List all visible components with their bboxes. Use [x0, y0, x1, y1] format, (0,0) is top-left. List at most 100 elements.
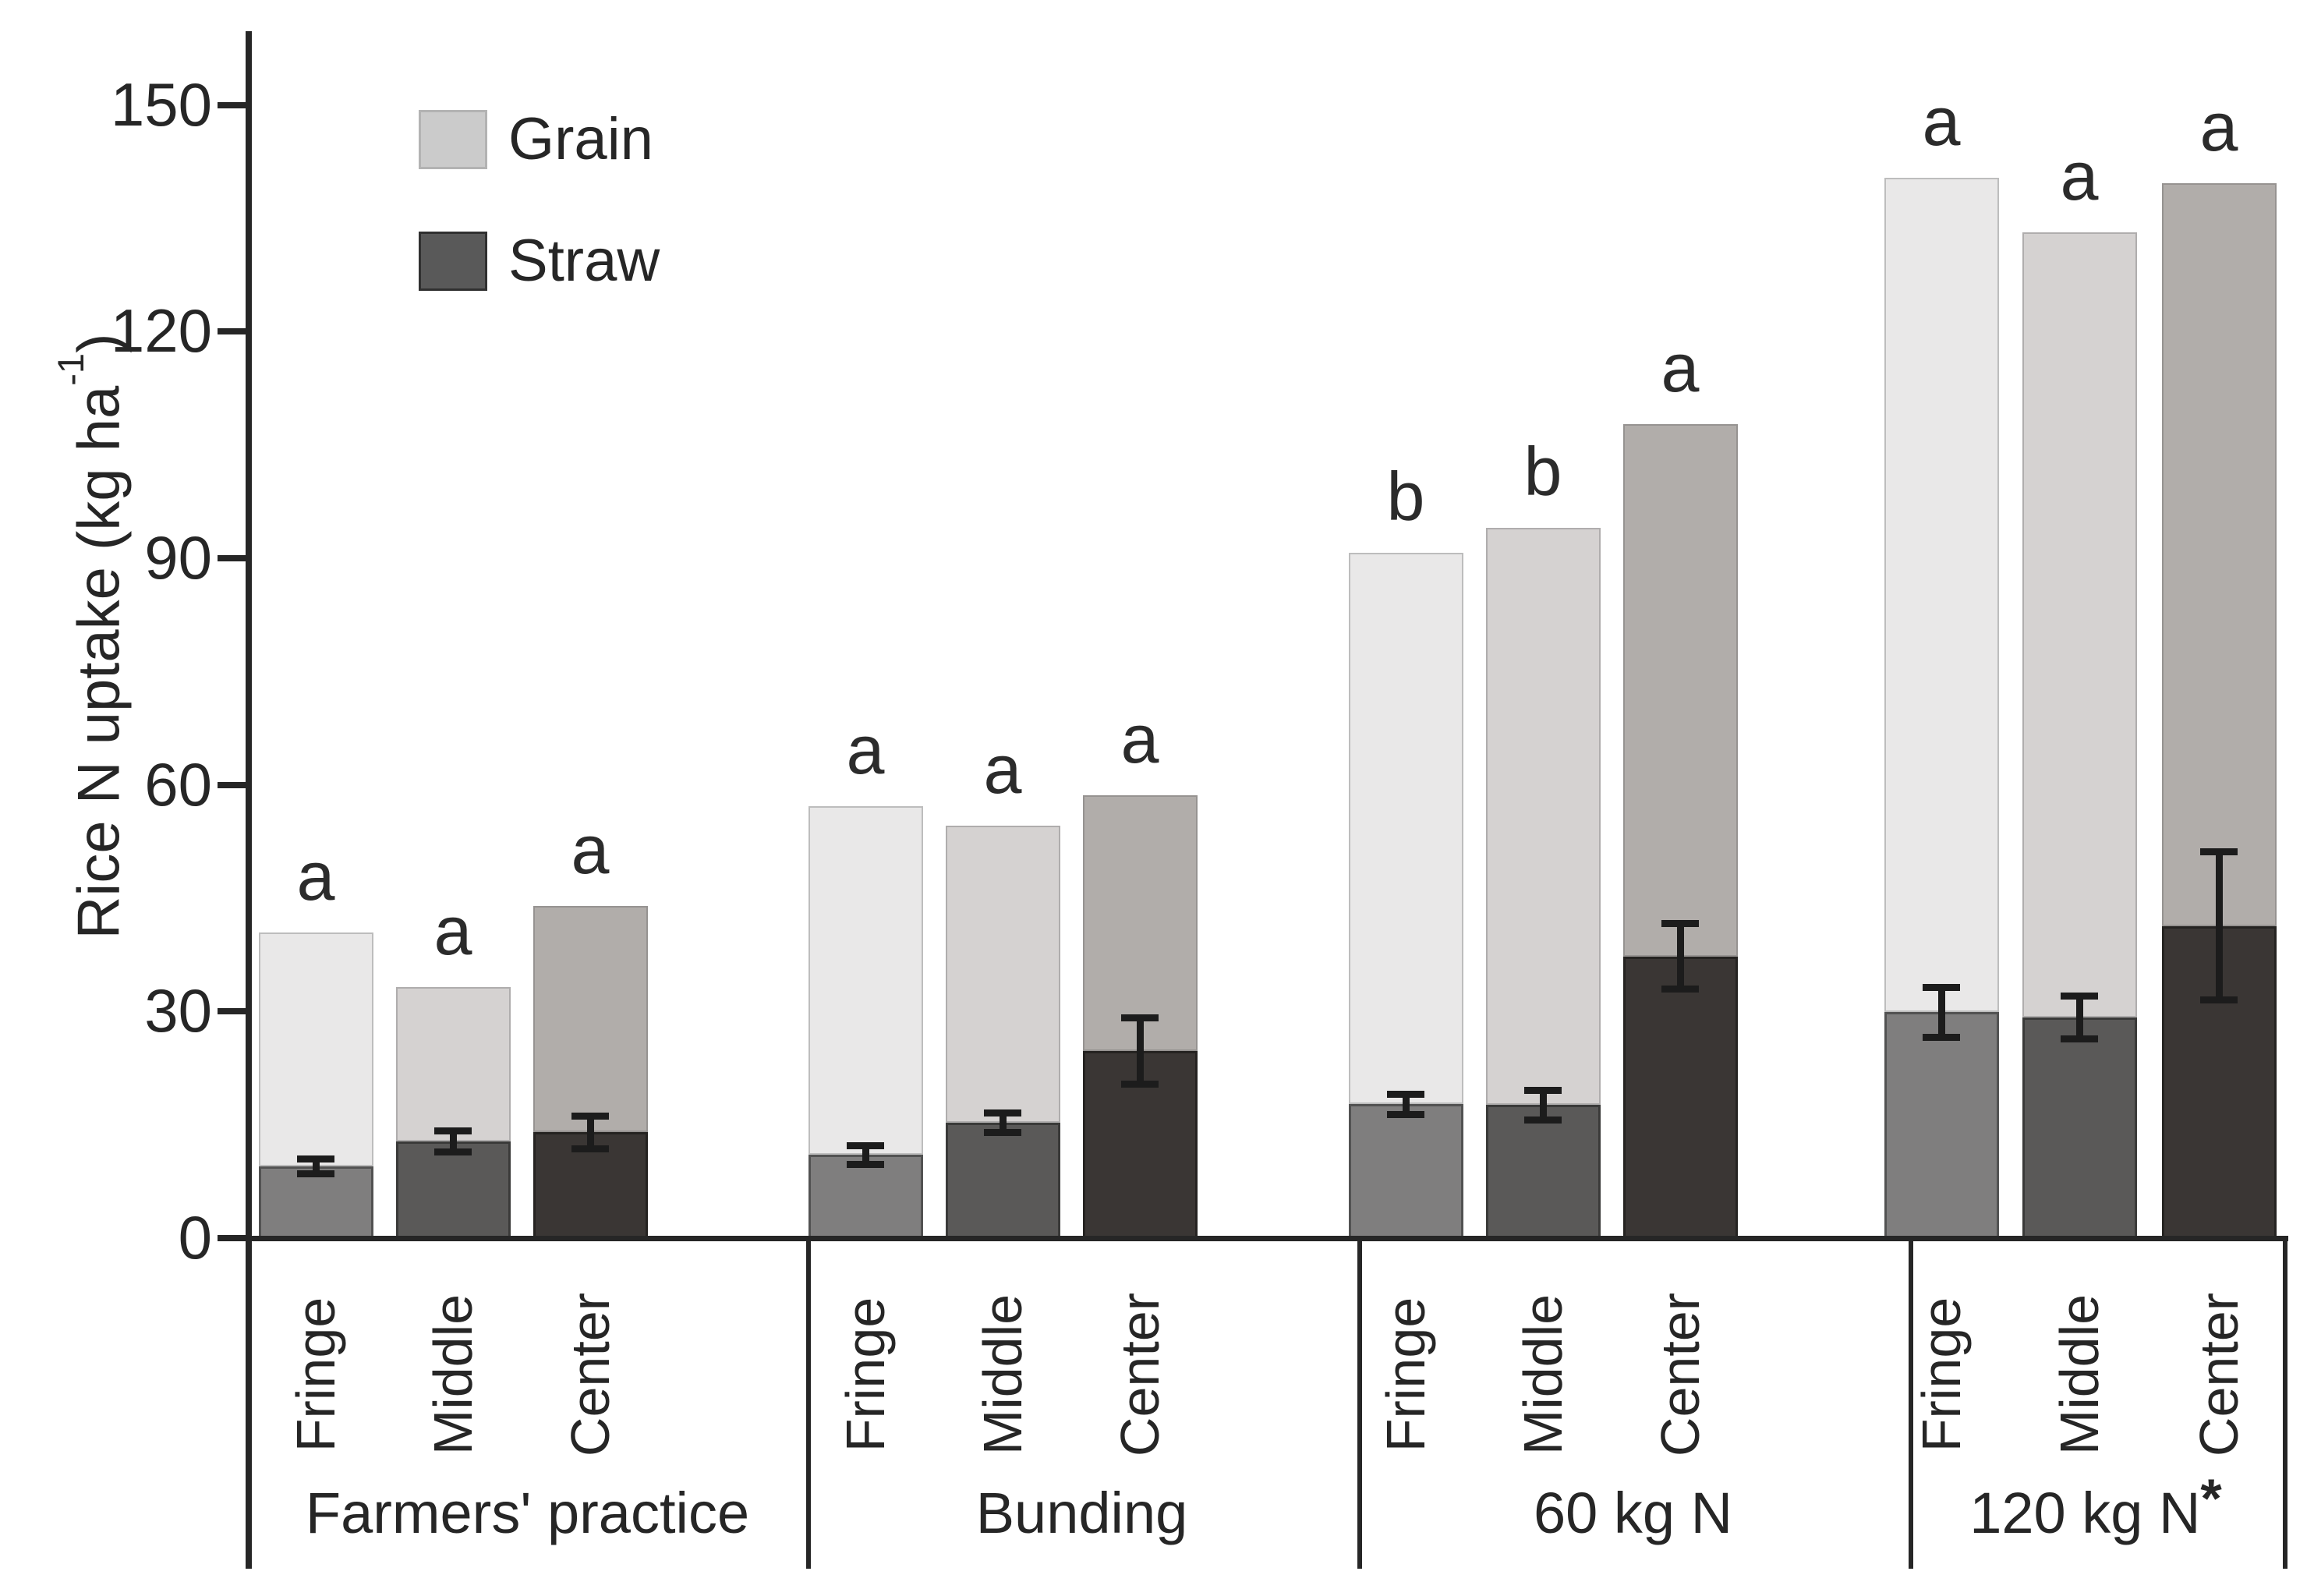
error-bar-cap-bottom [1387, 1110, 1424, 1118]
error-bar-cap-top [1387, 1091, 1424, 1099]
error-bar-cap-bottom [1661, 985, 1699, 993]
y-tick-label: 60 [144, 749, 212, 819]
error-bar-line [999, 1113, 1007, 1133]
bar-straw-segment [1348, 1104, 1463, 1241]
error-bar-line [312, 1159, 320, 1174]
group-label: 60 kg N [1283, 1478, 1984, 1548]
y-tick-label: 30 [144, 976, 212, 1046]
y-axis-tick [218, 554, 249, 561]
y-axis-tick [218, 1235, 249, 1241]
bar-grain-segment [1485, 528, 1601, 1106]
bar-grain-segment [2161, 183, 2277, 926]
significance-letter: a [296, 837, 335, 915]
error-bar-line [1937, 987, 1945, 1038]
y-tick-label: 150 [110, 69, 212, 139]
bar-straw-segment [395, 1141, 511, 1241]
group-label: Farmers' practice [177, 1478, 879, 1548]
bar-straw-segment [258, 1166, 373, 1241]
error-bar-cap-top [1923, 983, 1960, 991]
legend-label-grain: Grain [508, 106, 653, 172]
significance-letter: b [1523, 433, 1562, 511]
y-axis-tick [218, 1008, 249, 1015]
error-bar-cap-top [571, 1112, 609, 1120]
error-bar-cap-top [984, 1109, 1021, 1116]
bar-straw-segment [1622, 956, 1738, 1241]
bar-position-label: Fringe [1375, 1297, 1436, 1453]
bar-position-label: Fringe [285, 1297, 346, 1453]
significance-letter: b [1386, 458, 1425, 536]
significance-letter: a [1120, 700, 1159, 778]
error-bar-line [2215, 851, 2223, 1000]
error-bar-cap-top [847, 1142, 884, 1150]
bar-position-label: Center [2188, 1292, 2249, 1457]
error-bar-line [2075, 996, 2083, 1039]
bar-position-label: Fringe [835, 1297, 896, 1453]
legend-label-straw: Straw [508, 228, 660, 294]
error-bar-cap-top [2061, 993, 2098, 1000]
error-bar-cap-top [297, 1155, 334, 1162]
y-axis-tick [218, 328, 249, 335]
significance-letter: a [2199, 88, 2238, 166]
error-bar-cap-bottom [1121, 1080, 1159, 1088]
bar-straw-segment [1485, 1105, 1601, 1241]
bar-position-label: Middle [2049, 1293, 2110, 1456]
y-tick-label: 0 [178, 1203, 212, 1272]
error-bar-line [449, 1131, 457, 1152]
straw-swatch-icon [419, 232, 487, 291]
error-bar-line [1539, 1090, 1547, 1120]
bar-position-label: Center [560, 1292, 621, 1457]
significance-letter: a [846, 710, 885, 788]
bar-grain-segment [1348, 553, 1463, 1105]
significance-letter: a [571, 810, 610, 888]
bar-grain-segment [1082, 795, 1198, 1051]
bar-grain-segment [808, 805, 923, 1155]
bar-grain-segment [258, 932, 373, 1166]
grain-swatch-icon [419, 110, 487, 169]
error-bar-cap-bottom [1524, 1116, 1562, 1124]
error-bar-cap-bottom [847, 1160, 884, 1168]
bar-position-label: Center [1650, 1292, 1711, 1457]
bar-straw-segment [945, 1122, 1060, 1241]
error-bar-cap-top [1524, 1086, 1562, 1094]
bar-position-label: Middle [972, 1293, 1033, 1456]
error-bar-line [1136, 1017, 1144, 1085]
group-label-text: 120 kg N [1969, 1481, 2201, 1545]
y-tick-label: 90 [144, 522, 212, 592]
significance-letter: a [433, 892, 472, 970]
bar-grain-segment [395, 987, 511, 1141]
bar-straw-segment [808, 1155, 923, 1241]
group-divider-line [806, 1238, 811, 1569]
error-bar-cap-bottom [2200, 996, 2238, 1004]
significance-asterisk: * [2200, 1467, 2222, 1530]
significance-letter: a [2060, 137, 2099, 215]
bar-position-label: Middle [1513, 1293, 1573, 1456]
error-bar-cap-bottom [297, 1170, 334, 1178]
bar-straw-segment [1884, 1012, 1999, 1241]
error-bar-cap-bottom [434, 1148, 472, 1156]
group-label: Bunding [731, 1478, 1433, 1548]
error-bar-cap-bottom [984, 1128, 1021, 1136]
group-label: 120 kg N* [1745, 1467, 2314, 1549]
x-axis-line [246, 1235, 2288, 1241]
group-label-text: Farmers' practice [305, 1481, 750, 1545]
bar-grain-segment [2022, 232, 2137, 1018]
group-label-text: 60 kg N [1533, 1481, 1733, 1545]
error-bar-cap-bottom [2061, 1035, 2098, 1042]
error-bar-cap-bottom [571, 1145, 609, 1153]
bar-position-label: Center [1109, 1292, 1170, 1457]
group-divider-line [1909, 1238, 1913, 1569]
significance-letter: a [1922, 82, 1961, 160]
significance-letter: a [1661, 329, 1700, 407]
error-bar-cap-bottom [1923, 1033, 1960, 1041]
bar-grain-segment [533, 905, 648, 1133]
group-divider-line [2283, 1238, 2287, 1569]
error-bar-cap-top [1121, 1014, 1159, 1021]
error-bar-cap-top [2200, 848, 2238, 856]
error-bar-line [586, 1116, 594, 1149]
bar-grain-segment [1884, 177, 1999, 1013]
bar-grain-segment [1622, 424, 1738, 957]
group-divider-line [1357, 1238, 1362, 1569]
y-axis-tick [218, 781, 249, 788]
bar-position-label: Middle [423, 1293, 483, 1456]
